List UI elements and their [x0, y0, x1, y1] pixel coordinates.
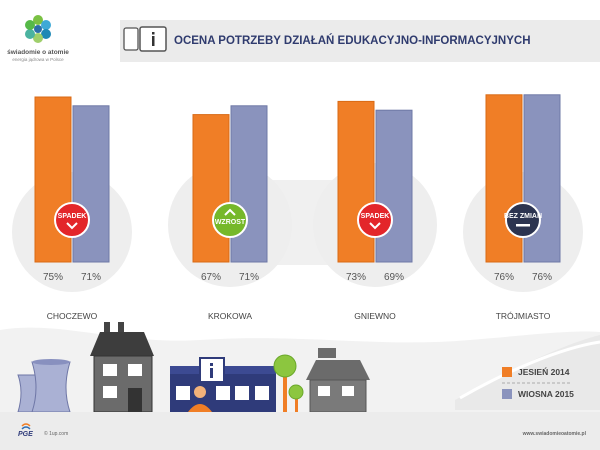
category-label-1: KROKOWA	[208, 311, 252, 321]
legend-swoosh	[459, 340, 600, 400]
legend: JESIEŃ 2014 WIOSNA 2015	[502, 367, 574, 399]
header-band	[120, 20, 600, 62]
pge-logo: PGE	[18, 423, 33, 438]
bar-spring-1	[230, 105, 268, 263]
trend-badge-0	[54, 202, 90, 238]
trend-badge-3	[505, 202, 541, 238]
trend-badge-label-2: SPADEK	[361, 213, 390, 220]
bar-spring-2	[375, 109, 413, 263]
trend-badge-label-1: WZROST	[215, 219, 246, 226]
bar-autumn-3	[485, 94, 523, 263]
equal-icon	[516, 224, 530, 227]
legend-label-autumn: JESIEŃ 2014	[518, 367, 570, 377]
footer: PGE © 1up.com www.swiadomieoatomie.pl	[0, 412, 600, 450]
value-label-spring-2: 69%	[384, 272, 404, 283]
value-label-autumn-2: 73%	[346, 272, 366, 283]
category-label-0: CHOCZEWO	[47, 311, 98, 321]
trend-badge-2	[357, 202, 393, 238]
tree-icon	[273, 354, 304, 412]
arrow-down-icon	[369, 222, 381, 230]
footer-url: www.swiadomieoatomie.pl	[522, 431, 587, 437]
house-icon	[90, 322, 154, 413]
bar-autumn-1	[192, 114, 230, 263]
logo-tagline: energia jądrowa w Polsce	[12, 57, 64, 62]
trend-badge-1	[212, 202, 248, 238]
value-label-spring-1: 71%	[239, 272, 259, 283]
category-label-3: TRÓJMIASTO	[496, 311, 551, 321]
bar-spring-0	[72, 105, 110, 263]
logo: świadomie o atomie energia jądrowa w Pol…	[7, 15, 69, 62]
logo-name: świadomie o atomie	[7, 49, 69, 56]
footer-brand: PGE	[18, 431, 33, 438]
trend-badge-label-3: BEZ ZMIAN	[504, 213, 542, 220]
bar-chart: 75% 71% CHOCZEWO SPADEK 67% 71% KROKOWA WZROST 7…	[34, 94, 561, 321]
legend-label-spring: WIOSNA 2015	[518, 389, 574, 399]
category-label-2: GNIEWNO	[354, 311, 396, 321]
value-label-autumn-3: 76%	[494, 272, 514, 283]
trend-badge-label-0: SPADEK	[58, 213, 87, 220]
legend-swatch-autumn	[502, 367, 512, 377]
atom-logo-icon	[25, 15, 51, 43]
page-title: OCENA POTRZEBY DZIAŁAŃ EDUKACYJNO-INFORM…	[174, 34, 531, 47]
small-house-icon	[306, 348, 370, 413]
footer-copyright: © 1up.com	[44, 430, 68, 437]
bar-spring-3	[523, 94, 561, 263]
info-icon	[123, 26, 167, 52]
arrow-down-icon	[66, 222, 78, 230]
bar-autumn-0	[34, 96, 72, 263]
value-label-autumn-0: 75%	[43, 272, 63, 283]
header: OCENA POTRZEBY DZIAŁAŃ EDUKACYJNO-INFORM…	[120, 20, 600, 62]
value-label-autumn-1: 67%	[201, 272, 221, 283]
legend-swatch-spring	[502, 389, 512, 399]
value-label-spring-0: 71%	[81, 272, 101, 283]
value-label-spring-3: 76%	[532, 272, 552, 283]
info-building-icon	[170, 357, 276, 412]
arrow-up-icon	[224, 208, 236, 216]
bar-autumn-2	[337, 100, 375, 263]
legend-backdrop	[455, 335, 600, 410]
footer-band	[0, 412, 600, 450]
